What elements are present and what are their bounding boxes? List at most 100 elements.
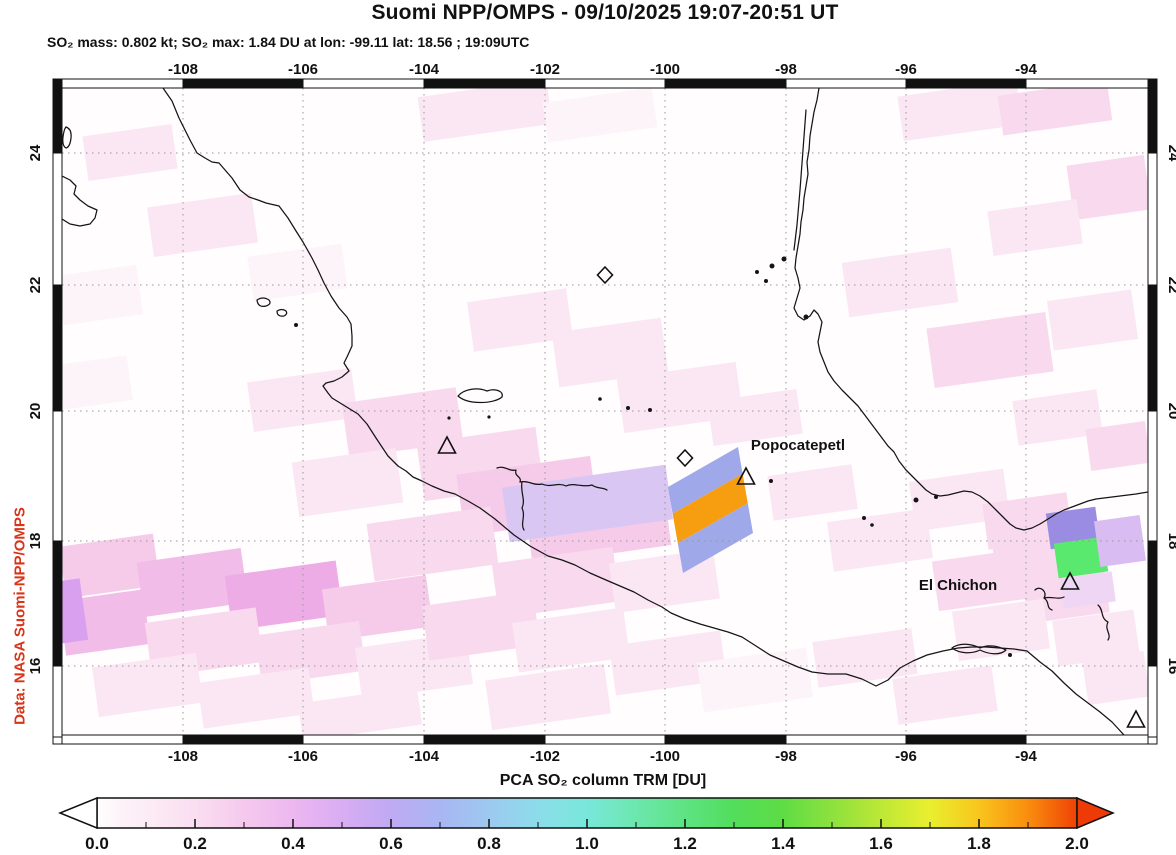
zebra-segment (182, 734, 304, 745)
coastline-path (793, 88, 1148, 531)
coastline-path (62, 175, 98, 227)
zebra-segment (1147, 78, 1158, 154)
colorbar-tick-label: 1.0 (575, 834, 599, 853)
lon-tick-label-top: -104 (409, 61, 440, 78)
islet (447, 416, 451, 420)
lon-tick-label-top: -100 (650, 61, 680, 78)
lon-tick-label-bottom: -98 (775, 748, 797, 765)
el-chichon-plume-patch (1094, 515, 1146, 567)
zebra-segment (52, 152, 63, 286)
coastlines (62, 88, 1148, 735)
diamond-marker (676, 448, 694, 468)
islet (626, 406, 630, 410)
so2-pixel (827, 508, 933, 572)
popocatepetl-plume-band (677, 503, 753, 573)
lon-tick-label-top: -106 (288, 61, 318, 78)
coastline-path (1097, 604, 1110, 641)
islet (870, 523, 874, 527)
so2-pixel (485, 663, 611, 731)
zebra-segment (302, 734, 425, 745)
so2-pixel (62, 578, 89, 644)
lon-tick-label-bottom: -106 (288, 748, 318, 765)
zebra-segment (664, 78, 787, 89)
so2-pixel (417, 88, 553, 142)
frame-outer-border (52, 78, 1158, 745)
zebra-segment (52, 284, 63, 412)
lat-tick-label-right: 24 (1165, 145, 1176, 162)
zebra-segment (61, 734, 184, 745)
figure-title: Suomi NPP/OMPS - 09/10/2025 19:07-20:51 … (371, 1, 839, 24)
colorbar-tick-label: 0.0 (85, 834, 109, 853)
so2-pixel (1046, 289, 1139, 351)
so2-pixel (62, 264, 144, 326)
lat-tick-label-left: 18 (27, 533, 44, 550)
islet (598, 397, 602, 401)
islet (1008, 653, 1012, 657)
el-chichon-plume-patch (1053, 536, 1109, 579)
lon-tick-label-bottom: -94 (1015, 748, 1037, 765)
so2-pixel (926, 311, 1054, 389)
frame-inner-border (61, 87, 1149, 736)
colorbar-tick-label: 0.8 (477, 834, 501, 853)
lat-tick-label-right: 20 (1165, 403, 1176, 420)
so2-pixel (897, 88, 1023, 142)
lon-tick-label-bottom: -108 (168, 748, 198, 765)
colorbar-title: PCA SO₂ column TRM [DU] (500, 772, 707, 789)
zebra-segment (664, 734, 787, 745)
lon-tick-label-bottom: -100 (650, 748, 680, 765)
coastline-path (457, 388, 503, 404)
so2-pixel (62, 355, 133, 410)
so2-pixel (1012, 389, 1103, 446)
lat-tick-label-left: 16 (27, 658, 44, 675)
zebra-segment (61, 78, 184, 89)
volcano-triangle-marker (736, 466, 756, 485)
markers (437, 265, 1146, 728)
figure-subtitle: SO₂ mass: 0.802 kt; SO₂ max: 1.84 DU at … (47, 34, 530, 50)
el-chichon-plume-patch (1045, 506, 1101, 550)
volcano-triangle-marker (1126, 709, 1146, 728)
so2-pixel (255, 620, 366, 686)
so2-pixel (892, 665, 998, 725)
so2-pixel (147, 192, 258, 258)
zebra-segment (1147, 540, 1158, 667)
zebra-segment (905, 78, 1027, 89)
so2-pixel (697, 647, 813, 713)
so2-pixel (247, 243, 348, 302)
so2-pixel (951, 598, 1051, 662)
islet (487, 415, 491, 419)
colorbar-tick-label: 0.2 (183, 834, 207, 853)
so2-pixel (366, 506, 499, 582)
zebra-segment (905, 734, 1027, 745)
islet (781, 256, 787, 262)
zebra-segment (52, 410, 63, 542)
islet (764, 279, 768, 283)
so2-pixel (551, 317, 669, 388)
lon-tick-label-bottom: -102 (530, 748, 560, 765)
colorbar-tick-label: 1.6 (869, 834, 893, 853)
so2-pixel (512, 607, 630, 673)
coastline-path (496, 466, 608, 491)
so2-pixel (931, 548, 1031, 612)
coastline-path (793, 109, 807, 251)
so2-pixel (197, 667, 315, 729)
so2-pixel (92, 652, 203, 718)
so2-pixel (136, 547, 249, 618)
so2-pixel (542, 88, 658, 143)
popocatepetl-plume-band (672, 473, 748, 544)
so2-pixel (1085, 421, 1148, 471)
lat-tick-label-left: 20 (27, 403, 44, 420)
data-credit-label: Data: NASA Suomi-NPP/OMPS (11, 507, 29, 725)
colorbar-tick-label: 0.6 (379, 834, 403, 853)
colorbar-left-arrow (58, 796, 98, 830)
zebra-segment (302, 78, 425, 89)
islet (934, 495, 938, 499)
lat-tick-label-left: 22 (27, 277, 44, 294)
zebra-segment (52, 665, 63, 738)
so2-pixel (767, 464, 858, 521)
so2-pixel (1082, 650, 1148, 706)
so2-pixel (491, 546, 621, 619)
lon-tick-label-top: -94 (1015, 61, 1037, 78)
lon-tick-label-top: -96 (895, 61, 917, 78)
